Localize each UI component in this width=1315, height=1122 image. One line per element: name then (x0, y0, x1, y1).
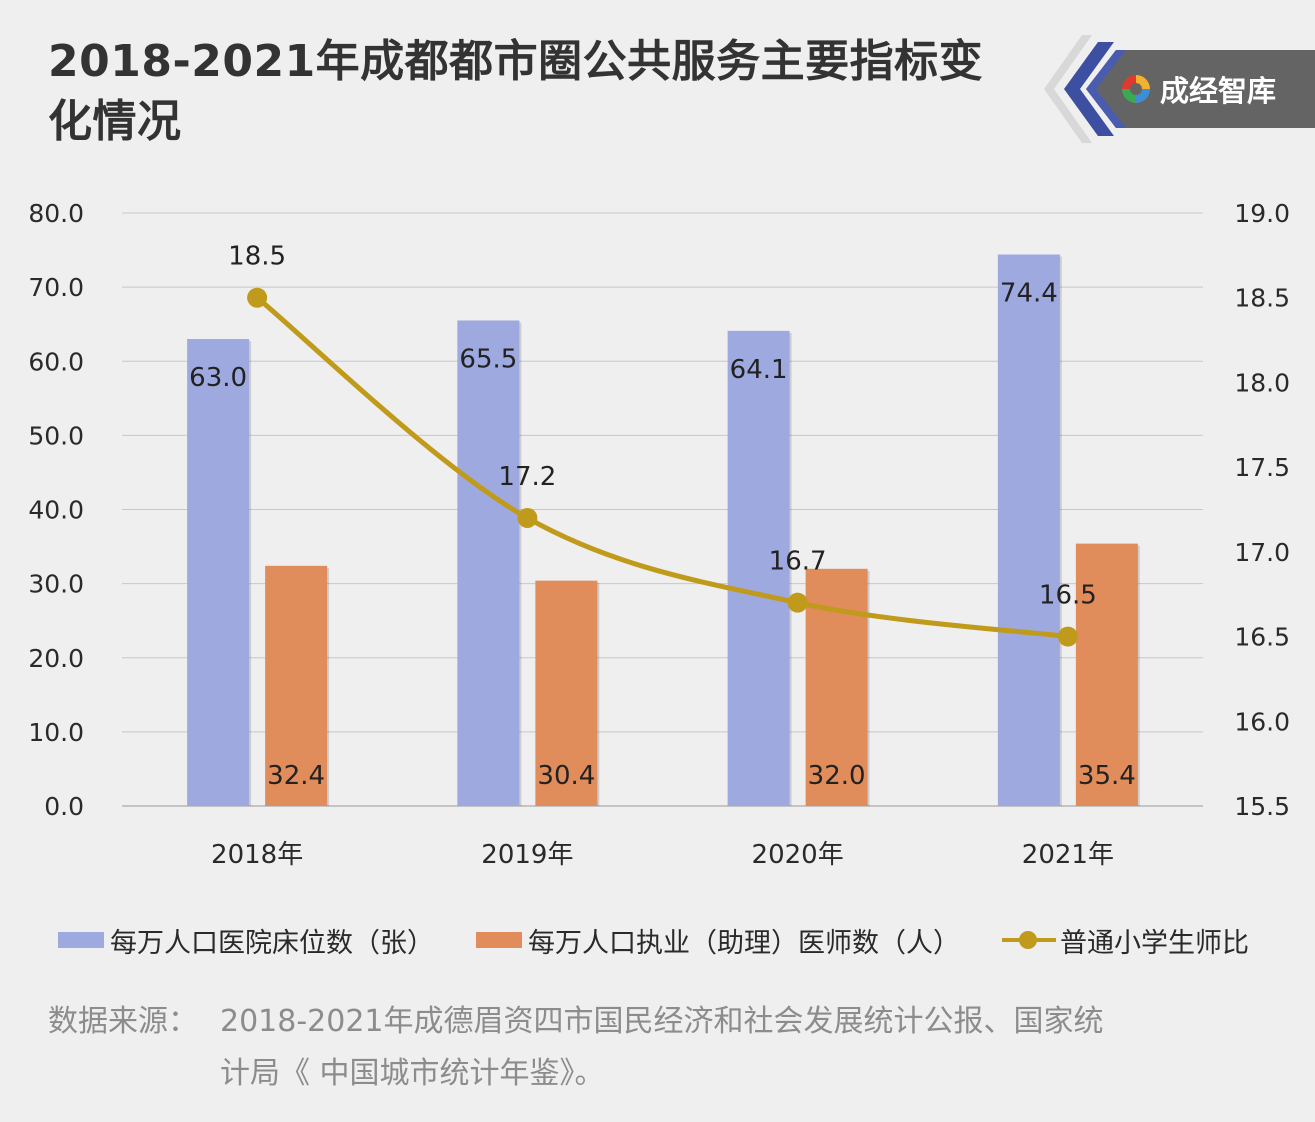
left-axis-tick-label: 80.0 (28, 199, 84, 228)
left-axis-tick-label: 60.0 (28, 347, 84, 376)
line-label-ratio: 16.7 (769, 547, 827, 577)
category-label: 2021年 (1022, 840, 1114, 870)
category-label: 2018年 (211, 840, 303, 870)
source-text-line1: 2018-2021年成德眉资四市国民经济和社会发展统计公报、国家统 (220, 1004, 1104, 1039)
legend-item-doctors: 每万人口执业（助理）医师数（人） (476, 921, 960, 960)
right-axis-tick-label: 17.5 (1234, 453, 1290, 482)
left-axis-ticks: 0.0 10.0 20.0 30.0 40.0 50.0 60.0 70.0 80.0 (28, 199, 84, 821)
bar-beds (727, 330, 790, 806)
bar-label-doctors: 30.4 (537, 761, 595, 791)
left-axis-tick-label: 30.0 (28, 570, 84, 599)
bar-label-doctors: 32.4 (267, 761, 325, 791)
right-axis-tick-label: 18.0 (1234, 368, 1290, 397)
category-label: 2019年 (481, 840, 573, 870)
bar-label-beds: 74.4 (1000, 279, 1058, 309)
bar-label-doctors: 32.0 (808, 761, 866, 791)
bar-beds (187, 339, 250, 806)
bar-label-beds: 63.0 (189, 363, 247, 393)
bar-label-beds: 65.5 (459, 344, 517, 374)
legend-label-doctors: 每万人口执业（助理）医师数（人） (528, 927, 960, 959)
legend-label-beds: 每万人口医院床位数（张） (110, 927, 434, 959)
data-labels: 63.0 32.4 65.5 30.4 64.1 32.0 74.4 35.4 18.5 17.2… (189, 242, 1136, 791)
legend-swatch-beds (58, 932, 104, 948)
bar-label-beds: 64.1 (730, 355, 788, 385)
chart-legend: 每万人口医院床位数（张） 每万人口执业（助理）医师数（人） 普通小学生师比 (58, 918, 1308, 962)
source-label: 数据来源： (48, 1004, 198, 1039)
bar-beds (997, 254, 1060, 806)
line-label-ratio: 18.5 (228, 242, 286, 272)
line-label-ratio: 17.2 (498, 462, 556, 492)
bar-series (187, 254, 1140, 806)
logo-chevron-icon (1044, 35, 1315, 143)
bar-beds (457, 320, 520, 806)
bar-doctors (265, 565, 328, 806)
source-text-line2: 计局《 中国城市统计年鉴》。 (220, 1056, 605, 1091)
right-axis-tick-label: 18.5 (1234, 284, 1290, 313)
ratio-point (517, 507, 538, 528)
bar-doctors (1075, 543, 1138, 806)
ratio-point (1057, 626, 1078, 647)
legend-item-ratio: 普通小学生师比 (1002, 921, 1249, 960)
right-axis-tick-label: 16.5 (1234, 623, 1290, 652)
category-label: 2020年 (752, 840, 844, 870)
right-axis-tick-label: 17.0 (1234, 538, 1290, 567)
legend-swatch-ratio (1002, 930, 1056, 950)
right-axis-tick-label: 19.0 (1234, 199, 1290, 228)
legend-swatch-doctors (476, 932, 522, 948)
bar-doctors (535, 580, 598, 806)
ratio-line (254, 295, 1071, 640)
source-note: 数据来源： 2018-2021年成德眉资四市国民经济和社会发展统计公报、国家统 计… (48, 996, 1278, 1100)
combo-chart: 0.0 10.0 20.0 30.0 40.0 50.0 60.0 70.0 80.0 15.5… (28, 199, 1290, 870)
left-axis-tick-label: 10.0 (28, 718, 84, 747)
left-axis-tick-label: 0.0 (44, 792, 84, 821)
left-axis-tick-label: 70.0 (28, 273, 84, 302)
line-series (247, 287, 1078, 647)
brand-logo: 成经智库 (1040, 30, 1315, 148)
swirl-logo-icon (1122, 75, 1150, 103)
left-axis-tick-label: 20.0 (28, 644, 84, 673)
right-axis-tick-label: 16.0 (1234, 707, 1290, 736)
right-axis-ticks: 15.5 16.0 16.5 17.0 17.5 18.0 18.5 19.0 (1234, 199, 1290, 821)
ratio-point (787, 592, 808, 613)
left-axis-tick-label: 50.0 (28, 421, 84, 450)
line-label-ratio: 16.5 (1039, 581, 1097, 611)
brand-name: 成经智库 (1160, 74, 1277, 108)
right-axis-tick-label: 15.5 (1234, 792, 1290, 821)
bar-label-doctors: 35.4 (1078, 761, 1136, 791)
chart-title: 2018-2021年成都都市圈公共服务主要指标变化情况 (48, 36, 984, 147)
ratio-point (247, 287, 268, 308)
legend-label-ratio: 普通小学生师比 (1060, 927, 1249, 959)
category-labels: 2018年 2019年 2020年 2021年 (211, 840, 1114, 870)
left-axis-tick-label: 40.0 (28, 496, 84, 525)
legend-item-beds: 每万人口医院床位数（张） (58, 921, 434, 960)
